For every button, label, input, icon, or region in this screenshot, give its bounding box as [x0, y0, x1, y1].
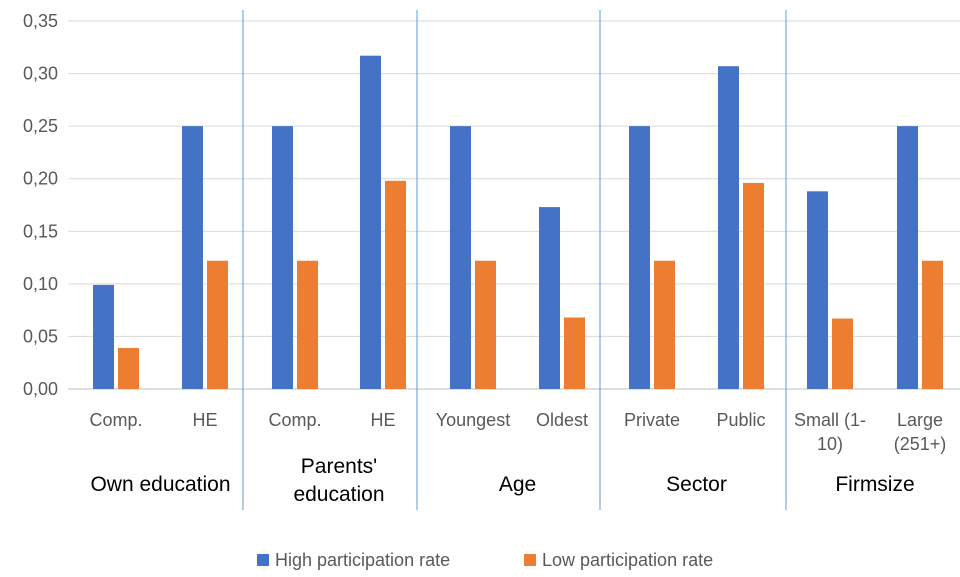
- category-label: Oldest: [536, 410, 588, 430]
- bar-low-participation: [922, 261, 943, 389]
- bar-high-participation: [272, 126, 293, 389]
- category-label: HE: [192, 410, 217, 430]
- bar-high-participation: [182, 126, 203, 389]
- bar-low-participation: [743, 183, 764, 389]
- bar-low-participation: [832, 319, 853, 389]
- bar-high-participation: [718, 66, 739, 389]
- y-tick-label: 0,30: [23, 64, 58, 84]
- category-label: Small (1-10): [794, 410, 866, 454]
- bar-high-participation: [807, 191, 828, 389]
- category-label: Comp.: [89, 410, 142, 430]
- category-label: Youngest: [436, 410, 510, 430]
- category-label: Public: [716, 410, 765, 430]
- group-label: Age: [499, 473, 536, 496]
- y-tick-label: 0,35: [23, 11, 58, 31]
- category-label: Large (251+): [894, 410, 947, 454]
- y-tick-label: 0,05: [23, 326, 58, 346]
- bar-low-participation: [207, 261, 228, 389]
- bar-high-participation: [897, 126, 918, 389]
- bar-high-participation: [539, 207, 560, 389]
- legend-label-low: Low participation rate: [542, 550, 713, 570]
- bar-high-participation: [93, 285, 114, 389]
- group-label: Sector: [666, 473, 727, 496]
- bar-high-participation: [450, 126, 471, 389]
- y-tick-label: 0,20: [23, 169, 58, 189]
- legend-swatch-low: [524, 554, 536, 566]
- y-tick-label: 0,00: [23, 379, 58, 399]
- category-label: Comp.: [268, 410, 321, 430]
- category-label: HE: [370, 410, 395, 430]
- bar-low-participation: [564, 318, 585, 389]
- bar-low-participation: [385, 181, 406, 389]
- y-tick-label: 0,15: [23, 221, 58, 241]
- bar-low-participation: [654, 261, 675, 389]
- y-tick-label: 0,10: [23, 274, 58, 294]
- category-label: Private: [624, 410, 680, 430]
- bar-low-participation: [297, 261, 318, 389]
- bar-low-participation: [118, 348, 139, 389]
- group-label: Firmsize: [835, 473, 914, 496]
- legend-label-high: High participation rate: [275, 550, 450, 570]
- bar-high-participation: [360, 56, 381, 389]
- legend-swatch-high: [257, 554, 269, 566]
- bar-high-participation: [629, 126, 650, 389]
- group-label: Own education: [90, 473, 230, 496]
- bar-low-participation: [475, 261, 496, 389]
- group-label: Parents' education: [293, 455, 384, 506]
- y-tick-label: 0,25: [23, 116, 58, 136]
